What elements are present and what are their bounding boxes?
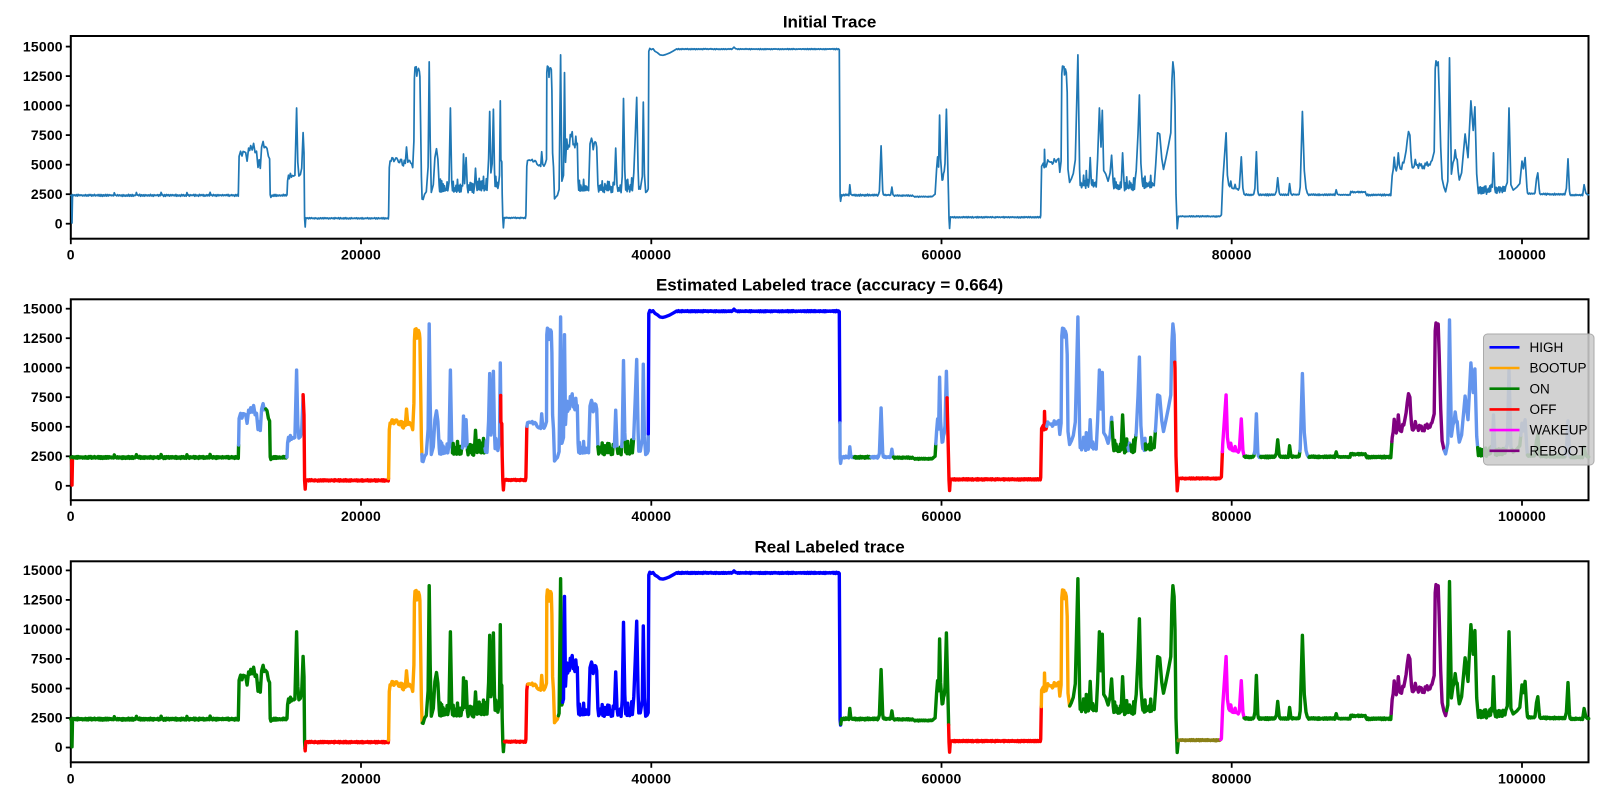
svg-text:7500: 7500: [31, 651, 63, 667]
svg-text:100000: 100000: [1498, 508, 1546, 524]
svg-text:100000: 100000: [1498, 770, 1546, 786]
svg-text:2500: 2500: [31, 186, 63, 202]
svg-text:BOOTUP: BOOTUP: [1530, 361, 1587, 376]
svg-text:10000: 10000: [23, 97, 63, 113]
svg-text:0: 0: [55, 215, 63, 231]
svg-text:60000: 60000: [922, 508, 962, 524]
svg-text:Real Labeled trace: Real Labeled trace: [754, 538, 904, 557]
svg-text:40000: 40000: [631, 247, 671, 263]
svg-text:20000: 20000: [341, 508, 381, 524]
svg-text:HIGH: HIGH: [1530, 340, 1564, 355]
svg-text:20000: 20000: [341, 247, 381, 263]
svg-text:60000: 60000: [922, 247, 962, 263]
svg-text:40000: 40000: [631, 770, 671, 786]
svg-text:15000: 15000: [23, 562, 63, 578]
svg-text:80000: 80000: [1212, 247, 1252, 263]
svg-text:Estimated Labeled trace (accur: Estimated Labeled trace (accuracy = 0.66…: [656, 276, 1003, 295]
svg-text:60000: 60000: [922, 770, 962, 786]
svg-text:0: 0: [55, 478, 63, 494]
svg-text:12500: 12500: [23, 330, 63, 346]
svg-text:OFF: OFF: [1530, 402, 1557, 417]
svg-text:80000: 80000: [1212, 508, 1252, 524]
svg-text:12500: 12500: [23, 592, 63, 608]
svg-text:0: 0: [55, 739, 63, 755]
svg-text:5000: 5000: [31, 419, 63, 435]
svg-text:100000: 100000: [1498, 247, 1546, 263]
svg-text:15000: 15000: [23, 300, 63, 316]
svg-text:7500: 7500: [31, 389, 63, 405]
svg-text:0: 0: [67, 770, 75, 786]
svg-text:15000: 15000: [23, 38, 63, 54]
svg-text:20000: 20000: [341, 770, 381, 786]
svg-text:10000: 10000: [23, 621, 63, 637]
svg-text:REBOOT: REBOOT: [1530, 443, 1587, 458]
svg-text:7500: 7500: [31, 127, 63, 143]
svg-text:WAKEUP: WAKEUP: [1530, 423, 1588, 438]
svg-text:0: 0: [67, 508, 75, 524]
svg-text:10000: 10000: [23, 359, 63, 375]
svg-text:2500: 2500: [31, 448, 63, 464]
svg-text:80000: 80000: [1212, 770, 1252, 786]
svg-text:5000: 5000: [31, 156, 63, 172]
svg-text:40000: 40000: [631, 508, 671, 524]
svg-text:Initial Trace: Initial Trace: [783, 13, 877, 32]
svg-text:ON: ON: [1530, 381, 1550, 396]
svg-text:5000: 5000: [31, 680, 63, 696]
svg-text:2500: 2500: [31, 710, 63, 726]
svg-text:0: 0: [67, 247, 75, 263]
svg-text:12500: 12500: [23, 68, 63, 84]
